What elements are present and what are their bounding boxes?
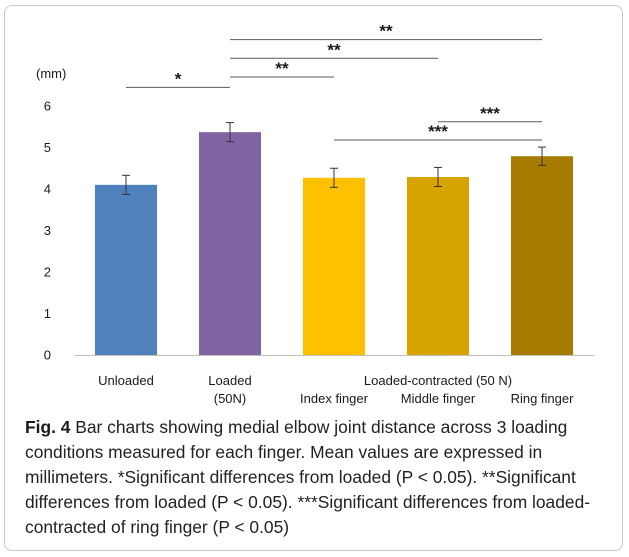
significance-marker: *** <box>480 104 500 123</box>
bar <box>199 132 261 355</box>
figure-label: Fig. 4 <box>25 417 71 437</box>
y-axis-label: (mm) <box>36 66 66 81</box>
bar <box>407 176 469 355</box>
y-tick-label: 0 <box>44 348 51 363</box>
x-tick-label: Unloaded <box>98 373 154 388</box>
x-tick-label: Index finger <box>300 391 369 406</box>
x-tick-label: Ring finger <box>511 391 575 406</box>
y-tick-label: 3 <box>44 223 51 238</box>
figure-panel: 0 1 2 3 4 5 6 (mm) Unloaded Loaded (50N) Index fing… <box>4 5 623 551</box>
y-tick-label: 6 <box>44 99 51 114</box>
bar <box>303 177 365 355</box>
significance-marker: *** <box>428 122 448 141</box>
figure-caption: Fig. 4 Bar charts showing medial elbow j… <box>25 415 615 540</box>
bar <box>95 184 157 355</box>
significance-marker: ** <box>275 59 289 78</box>
x-tick-label: Loaded <box>208 373 251 388</box>
y-tick-label: 5 <box>44 140 51 155</box>
bar <box>511 156 573 355</box>
bar-chart: 0 1 2 3 4 5 6 (mm) Unloaded Loaded (50N) Index fing… <box>36 22 594 406</box>
y-tick-label: 4 <box>44 182 51 197</box>
y-tick-label: 1 <box>44 306 51 321</box>
significance-marker: ** <box>379 22 393 41</box>
significance-marker: * <box>175 69 182 88</box>
y-tick-label: 2 <box>44 265 51 280</box>
significance-marker: ** <box>327 40 341 59</box>
x-tick-label: Middle finger <box>401 391 476 406</box>
caption-text: Bar charts showing medial elbow joint di… <box>25 417 591 537</box>
x-group-label: Loaded-contracted (50 N) <box>364 373 512 388</box>
x-tick-sublabel: (50N) <box>214 391 247 406</box>
